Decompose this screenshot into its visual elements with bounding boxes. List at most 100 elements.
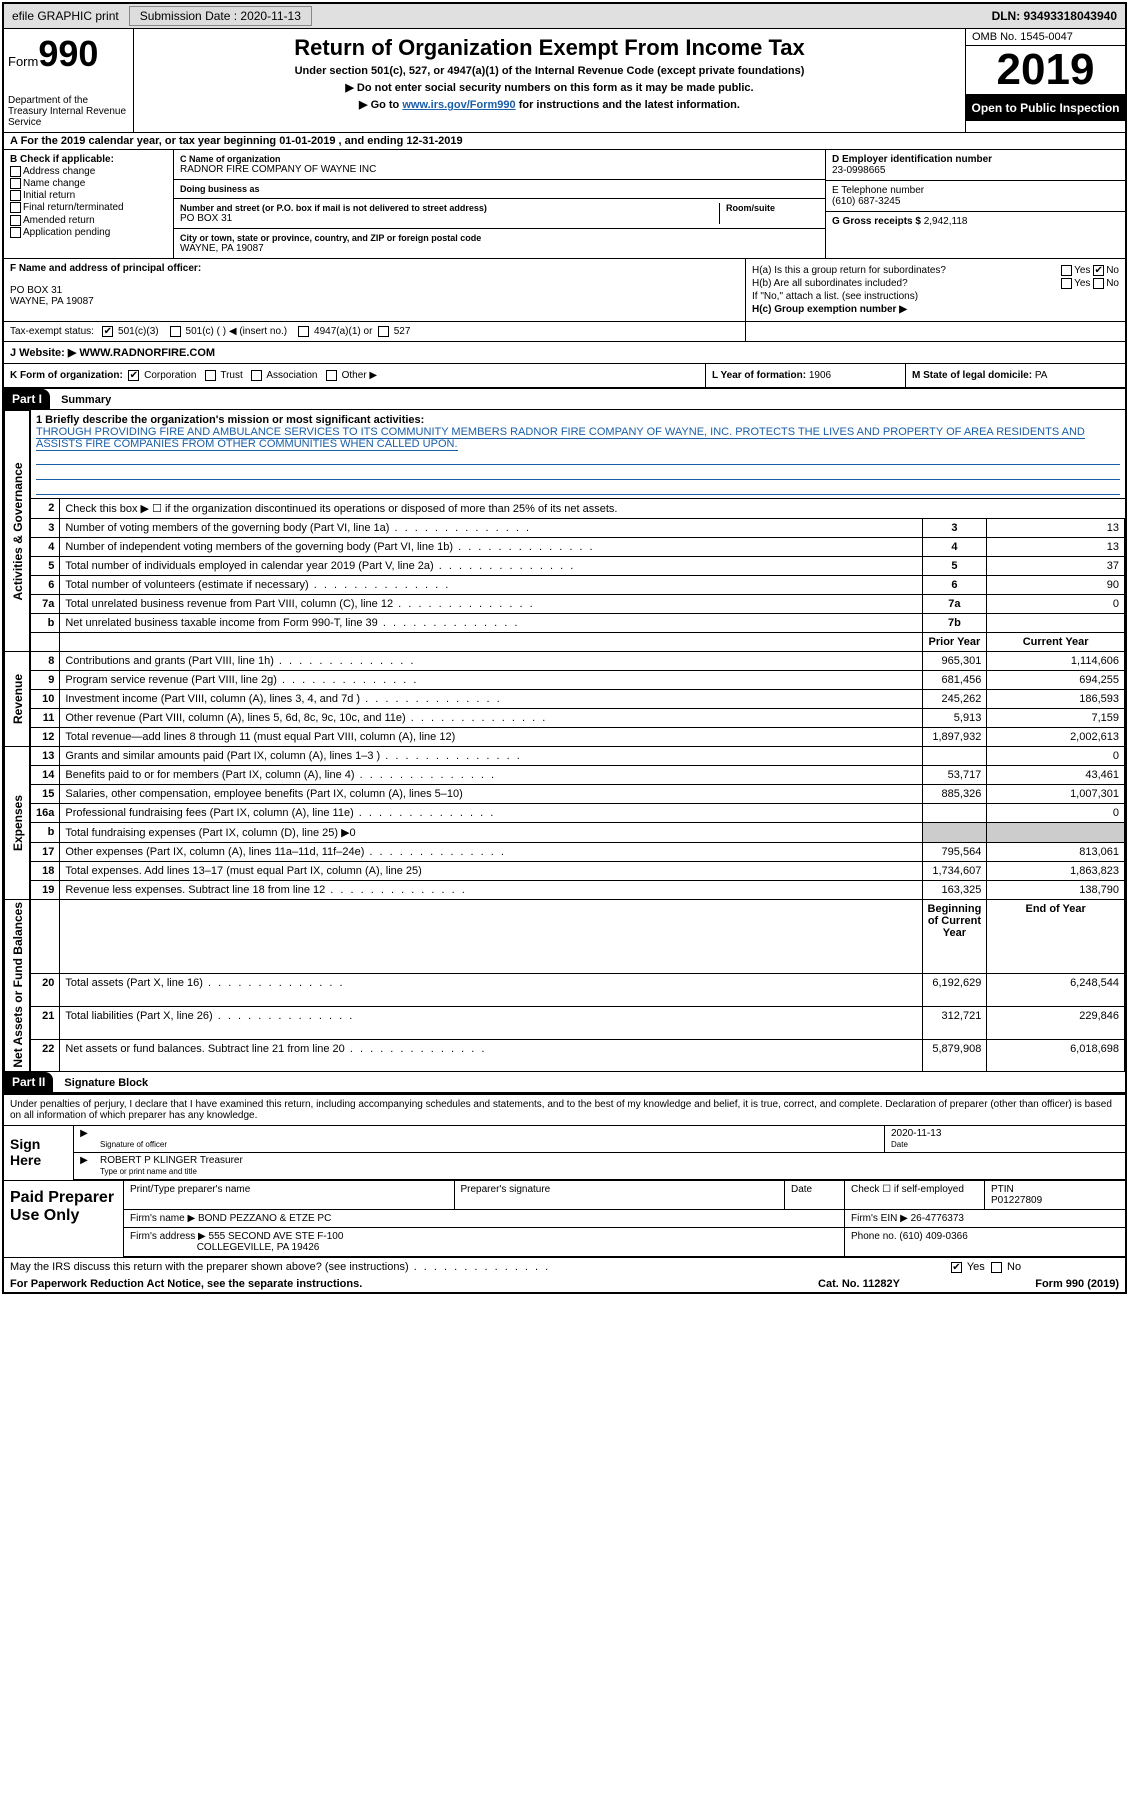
arrow-icon: ▶ (74, 1153, 94, 1179)
ha-label: H(a) Is this a group return for subordin… (752, 265, 946, 276)
discuss-row: May the IRS discuss this return with the… (4, 1257, 1125, 1276)
col-c: C Name of organization RADNOR FIRE COMPA… (174, 150, 825, 258)
col-b-label: B Check if applicable: (10, 154, 167, 165)
sign-here-grid: Sign Here ▶ Signature of officer 2020-11… (4, 1126, 1125, 1180)
form-title: Return of Organization Exempt From Incom… (144, 35, 955, 61)
chk-initial[interactable]: Initial return (10, 190, 167, 201)
hb-line: H(b) Are all subordinates included? Yes … (752, 278, 1119, 289)
website-url: WWW.RADNORFIRE.COM (79, 347, 215, 359)
chk-pending[interactable]: Application pending (10, 227, 167, 238)
efile-label: efile GRAPHIC print (4, 7, 127, 25)
side-rev: Revenue (5, 651, 31, 746)
instructions-link[interactable]: www.irs.gov/Form990 (402, 99, 515, 111)
form-number: Form990 (8, 33, 129, 75)
chk-trust[interactable] (205, 370, 216, 381)
m-state: M State of legal domicile: PA (905, 364, 1125, 387)
tax-year: 2019 (966, 46, 1125, 95)
side-net: Net Assets or Fund Balances (5, 899, 31, 1072)
chk-final[interactable]: Final return/terminated (10, 202, 167, 213)
page-footer: For Paperwork Reduction Act Notice, see … (4, 1276, 1125, 1292)
chk-501c3[interactable] (102, 326, 113, 337)
f-addr1: PO BOX 31 (10, 285, 739, 296)
submission-date-button[interactable]: Submission Date : 2020-11-13 (129, 6, 312, 26)
tx-label: Tax-exempt status: (10, 326, 94, 337)
room-label: Room/suite (726, 203, 819, 213)
line2: Check this box ▶ ☐ if the organization d… (60, 498, 1125, 518)
cat-no: Cat. No. 11282Y (759, 1278, 959, 1290)
part1-title: Summary (53, 391, 119, 409)
org-name: RADNOR FIRE COMPANY OF WAYNE INC (180, 164, 819, 175)
col-b-checkboxes: B Check if applicable: Address change Na… (4, 150, 174, 258)
hc-line: H(c) Group exemption number ▶ (752, 304, 1119, 315)
open-inspection: Open to Public Inspection (966, 95, 1125, 121)
line1: 1 Briefly describe the organization's mi… (30, 411, 1125, 499)
ptin: P01227809 (991, 1195, 1042, 1206)
fgh-block: F Name and address of principal officer:… (4, 259, 1125, 322)
hb-note: If "No," attach a list. (see instruction… (752, 291, 1119, 302)
form-990-page: efile GRAPHIC print Submission Date : 20… (2, 2, 1127, 1294)
sub3-pre: ▶ Go to (359, 99, 402, 111)
city-cell: City or town, state or province, country… (174, 229, 825, 258)
mission-text: THROUGH PROVIDING FIRE AND AMBULANCE SER… (36, 426, 1085, 451)
tel-label: E Telephone number (832, 185, 1119, 196)
tax-exempt-row: Tax-exempt status: 501(c)(3) 501(c) ( ) … (4, 322, 1125, 342)
dba-cell: Doing business as (174, 180, 825, 199)
chk-address[interactable]: Address change (10, 166, 167, 177)
form-header: Form990 Department of the Treasury Inter… (4, 29, 1125, 133)
chk-other[interactable] (326, 370, 337, 381)
sig-officer-label: Signature of officer (100, 1140, 167, 1149)
f-label: F Name and address of principal officer: (10, 263, 739, 274)
tel-cell: E Telephone number (610) 687-3245 (826, 181, 1125, 212)
gross: 2,942,118 (924, 216, 968, 227)
addr-cell: Number and street (or P.O. box if mail i… (174, 199, 825, 229)
arrow-icon: ▶ (74, 1126, 94, 1152)
side-ag: Activities & Governance (5, 411, 31, 652)
discuss-label: May the IRS discuss this return with the… (4, 1258, 945, 1276)
discuss-yes[interactable] (951, 1262, 962, 1273)
chk-4947[interactable] (298, 326, 309, 337)
omb-number: OMB No. 1545-0047 (966, 29, 1125, 46)
check-self[interactable]: Check ☐ if self-employed (851, 1184, 964, 1195)
side-exp: Expenses (5, 746, 31, 899)
chk-assoc[interactable] (251, 370, 262, 381)
h-group: H(a) Is this a group return for subordin… (745, 259, 1125, 321)
name-label: Type or print name and title (100, 1167, 197, 1176)
form-num: 990 (38, 33, 98, 74)
summary-table: Activities & Governance 1 Briefly descri… (4, 410, 1125, 1072)
firm-ein: 26-4776373 (911, 1213, 964, 1224)
form-word: Form (8, 54, 38, 69)
org-name-cell: C Name of organization RADNOR FIRE COMPA… (174, 150, 825, 180)
ein: 23-0998665 (832, 165, 1119, 176)
chk-amended[interactable]: Amended return (10, 215, 167, 226)
part1-header: Part I Summary (4, 389, 1125, 410)
chk-name[interactable]: Name change (10, 178, 167, 189)
klm-row: K Form of organization: Corporation Trus… (4, 364, 1125, 389)
chk-527[interactable] (378, 326, 389, 337)
firm-phone: (610) 409-0366 (899, 1231, 967, 1242)
ha-line: H(a) Is this a group return for subordin… (752, 265, 1119, 276)
form-ref: Form 990 (2019) (959, 1278, 1119, 1290)
ein-cell: D Employer identification number 23-0998… (826, 150, 1125, 181)
city: WAYNE, PA 19087 (180, 243, 819, 254)
chk-501c[interactable] (170, 326, 181, 337)
dln-label: DLN: 93493318043940 (984, 7, 1125, 25)
hb-label: H(b) Are all subordinates included? (752, 278, 908, 289)
dba-label: Doing business as (180, 184, 819, 194)
part2-header: Part II Signature Block (4, 1072, 1125, 1093)
signature-block: Under penalties of perjury, I declare th… (4, 1093, 1125, 1276)
discuss-no[interactable] (991, 1262, 1002, 1273)
paid-preparer: Paid Preparer Use Only Print/Type prepar… (4, 1180, 1125, 1257)
firm-addr1: 555 SECOND AVE STE F-100 (209, 1231, 344, 1242)
city-label: City or town, state or province, country… (180, 233, 819, 243)
row-a-period: A For the 2019 calendar year, or tax yea… (4, 133, 1125, 150)
l-year: L Year of formation: 1906 (705, 364, 905, 387)
chk-corp[interactable] (128, 370, 139, 381)
f-officer: F Name and address of principal officer:… (4, 259, 745, 321)
topbar: efile GRAPHIC print Submission Date : 20… (4, 4, 1125, 29)
firm-name: BOND PEZZANO & ETZE PC (198, 1213, 331, 1224)
part1-badge: Part I (4, 389, 50, 409)
header-left: Form990 Department of the Treasury Inter… (4, 29, 134, 132)
ein-label: D Employer identification number (832, 154, 1119, 165)
subtitle-1: Under section 501(c), 527, or 4947(a)(1)… (144, 65, 955, 77)
website-label: J Website: ▶ (10, 347, 76, 359)
